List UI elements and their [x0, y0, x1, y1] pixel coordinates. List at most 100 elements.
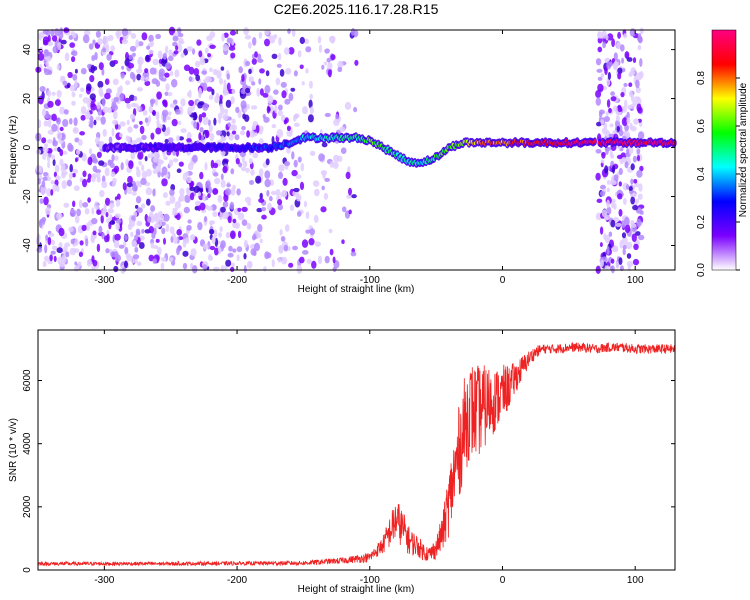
noise-speck — [121, 38, 129, 45]
noise-speck — [232, 248, 237, 253]
noise-speck — [58, 242, 63, 249]
noise-speck — [628, 186, 633, 191]
noise-speck — [98, 62, 104, 71]
noise-speck — [79, 240, 84, 246]
noise-speck — [63, 109, 69, 115]
noise-speck — [617, 107, 623, 113]
noise-speck — [604, 165, 609, 174]
colorbar-tick-label: 0.0 — [696, 263, 707, 277]
noise-speck — [622, 247, 626, 256]
noise-speck — [595, 58, 602, 66]
noise-speck — [136, 87, 143, 92]
noise-speck — [169, 70, 174, 77]
noise-speck — [134, 246, 139, 253]
noise-speck — [621, 57, 625, 64]
noise-speck — [330, 54, 336, 61]
noise-speck — [172, 35, 179, 42]
noise-speck — [226, 73, 230, 80]
noise-speck — [71, 100, 76, 106]
noise-speck — [139, 120, 143, 125]
noise-speck — [636, 170, 643, 178]
noise-speck — [61, 172, 66, 179]
x-tick-label: -300 — [94, 275, 114, 286]
noise-speck — [148, 49, 154, 55]
noise-speck — [637, 193, 643, 200]
noise-speck — [130, 152, 135, 160]
noise-speck — [198, 50, 203, 58]
noise-speck — [207, 53, 212, 58]
noise-speck — [299, 181, 305, 191]
noise-speck — [63, 150, 68, 155]
noise-speck — [283, 244, 289, 252]
noise-speck — [92, 156, 98, 163]
noise-speck — [309, 228, 316, 236]
noise-speck — [265, 70, 270, 77]
noise-speck — [151, 109, 156, 115]
noise-speck — [77, 261, 82, 267]
noise-speck — [125, 80, 131, 86]
noise-speck — [261, 207, 267, 212]
noise-speck — [221, 33, 225, 42]
noise-speck — [84, 208, 90, 215]
noise-speck — [232, 184, 236, 191]
noise-speck — [248, 68, 252, 75]
noise-speck — [113, 265, 119, 273]
noise-speck — [136, 168, 141, 178]
y-tick-label: 2000 — [22, 495, 33, 518]
noise-speck — [115, 30, 122, 37]
noise-speck — [245, 60, 251, 67]
noise-speck — [145, 187, 153, 196]
noise-speck — [88, 148, 93, 155]
noise-speck — [230, 96, 235, 104]
noise-speck — [219, 94, 223, 101]
noise-speck — [258, 78, 262, 85]
noise-speck — [122, 267, 127, 272]
noise-speck — [285, 67, 292, 75]
noise-speck — [257, 53, 262, 60]
noise-speck — [137, 41, 144, 47]
noise-speck — [337, 60, 344, 69]
noise-speck — [45, 207, 51, 215]
noise-speck — [192, 154, 198, 163]
noise-speck — [41, 91, 45, 100]
noise-speck — [613, 52, 618, 61]
noise-speck — [78, 139, 83, 146]
noise-speck — [146, 198, 151, 206]
noise-speck — [127, 175, 133, 184]
noise-speck — [208, 186, 213, 195]
noise-speck — [202, 243, 209, 250]
noise-speck — [39, 166, 43, 174]
noise-speck — [638, 183, 643, 192]
noise-speck — [333, 161, 339, 169]
noise-speck — [186, 138, 192, 143]
noise-speck — [43, 196, 49, 206]
noise-speck — [621, 106, 627, 113]
noise-speck — [595, 90, 602, 98]
noise-speck — [320, 170, 328, 176]
noise-speck — [267, 95, 274, 104]
noise-speck — [261, 214, 267, 220]
noise-speck — [617, 72, 622, 80]
noise-speck — [601, 152, 606, 159]
noise-speck — [59, 126, 64, 132]
noise-speck — [111, 127, 115, 137]
noise-speck — [238, 66, 243, 74]
noise-speck — [102, 128, 107, 137]
noise-speck — [141, 134, 147, 141]
noise-speck — [179, 188, 185, 196]
noise-speck — [256, 87, 261, 97]
noise-speck — [307, 114, 314, 123]
noise-speck — [632, 57, 637, 64]
snr-y-label: SNR (10 * v/v) — [8, 418, 19, 482]
noise-speck — [188, 99, 195, 107]
noise-speck — [199, 127, 204, 133]
noise-speck — [218, 247, 222, 253]
noise-speck — [635, 231, 641, 236]
noise-speck — [91, 265, 97, 270]
noise-speck — [86, 178, 91, 183]
noise-speck — [168, 26, 176, 36]
noise-speck — [198, 132, 202, 141]
noise-speck — [604, 66, 608, 75]
noise-speck — [151, 78, 159, 85]
noise-speck — [177, 245, 182, 251]
